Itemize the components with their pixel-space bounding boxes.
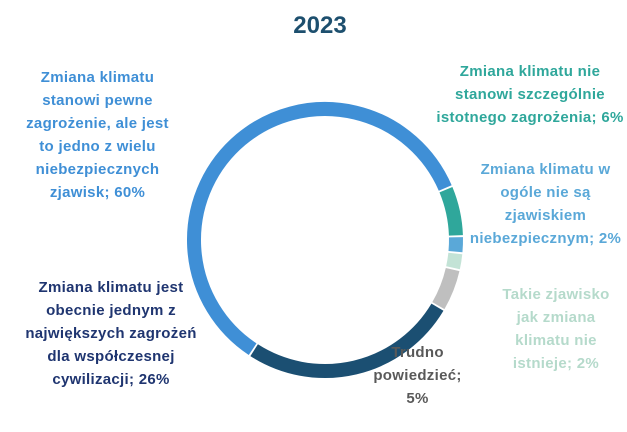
donut-segment	[439, 186, 463, 236]
chart-title: 2023	[293, 12, 347, 39]
data-label: Trudno powiedzieć; 5%	[373, 344, 462, 407]
data-label: Zmiana klimatu stanowi pewne zagrożenie,…	[26, 69, 169, 201]
data-label: Zmiana klimatu w ogóle nie są zjawiskiem…	[469, 161, 622, 247]
data-label: Takie zjawisko jak zmiana klimatu nie is…	[502, 286, 610, 372]
donut-segment	[250, 303, 444, 378]
donut-segment	[187, 102, 452, 356]
donut-segment	[446, 252, 463, 270]
data-label: Zmiana klimatu nie stanowi szczególnie i…	[436, 63, 624, 126]
donut-segment	[448, 237, 463, 253]
data-label: Zmiana klimatu jest obecnie jednym z naj…	[25, 279, 197, 388]
donut-segment	[432, 267, 460, 310]
